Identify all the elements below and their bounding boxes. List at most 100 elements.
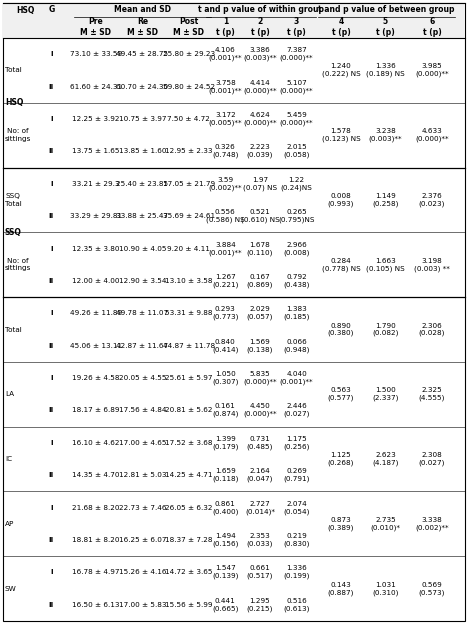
Text: 12.25 ± 3.92: 12.25 ± 3.92 <box>72 116 119 122</box>
Text: 1.678
(0.110): 1.678 (0.110) <box>247 241 273 255</box>
Text: I: I <box>50 245 53 251</box>
Text: LA: LA <box>5 391 14 397</box>
Text: 0.731
(0.485): 0.731 (0.485) <box>247 436 273 450</box>
Text: 1.399
(0.179): 1.399 (0.179) <box>212 436 238 450</box>
Text: 1.050
(0.307): 1.050 (0.307) <box>212 371 238 385</box>
Text: 4.040
(0.001)**: 4.040 (0.001)** <box>280 371 313 385</box>
Text: 0.521
(0.610) NS: 0.521 (0.610) NS <box>241 209 279 223</box>
Text: 2.727
(0.014)*: 2.727 (0.014)* <box>245 500 275 515</box>
Text: 7.387
(0.000)**: 7.387 (0.000)** <box>280 47 313 61</box>
Text: 3.198
(0.003) **: 3.198 (0.003) ** <box>414 258 450 271</box>
Text: 25.61 ± 5.97: 25.61 ± 5.97 <box>165 375 212 381</box>
Text: I: I <box>50 505 53 510</box>
Text: 0.167
(0.869): 0.167 (0.869) <box>247 274 273 288</box>
Text: 0.563
(0.577): 0.563 (0.577) <box>328 388 354 401</box>
Text: 0.219
(0.830): 0.219 (0.830) <box>283 533 310 547</box>
Text: 4.633
(0.000)**: 4.633 (0.000)** <box>415 128 449 142</box>
Text: II: II <box>49 472 54 478</box>
Text: 61.60 ± 24.31: 61.60 ± 24.31 <box>70 84 122 90</box>
Text: 25.80 ± 29.23: 25.80 ± 29.23 <box>163 51 215 57</box>
Text: 45.06 ± 13.11: 45.06 ± 13.11 <box>70 343 122 349</box>
Text: 1.125
(0.268): 1.125 (0.268) <box>328 452 354 466</box>
Text: 4.414
(0.000)**: 4.414 (0.000)** <box>243 80 277 94</box>
Text: t (p): t (p) <box>332 28 350 37</box>
Text: II: II <box>49 537 54 543</box>
Text: 2.074
(0.054): 2.074 (0.054) <box>283 500 310 515</box>
Text: 12.00 ± 4.00: 12.00 ± 4.00 <box>72 278 119 284</box>
Text: 4.624
(0.000)**: 4.624 (0.000)** <box>243 112 277 126</box>
Text: t (p): t (p) <box>251 28 270 37</box>
Text: 3.386
(0.003)**: 3.386 (0.003)** <box>243 47 277 61</box>
Text: 13.75 ± 1.65: 13.75 ± 1.65 <box>72 149 119 154</box>
Text: t (p): t (p) <box>422 28 441 37</box>
Text: 1.295
(0.215): 1.295 (0.215) <box>247 598 273 612</box>
Text: 0.861
(0.400): 0.861 (0.400) <box>212 500 238 515</box>
Text: t and p value of within group: t and p value of within group <box>198 6 324 14</box>
Text: 0.569
(0.573): 0.569 (0.573) <box>419 582 445 596</box>
Text: 0.441
(0.665): 0.441 (0.665) <box>212 598 238 612</box>
Text: 0.066
(0.948): 0.066 (0.948) <box>283 339 310 353</box>
Text: AP: AP <box>5 521 14 527</box>
Text: 2.353
(0.033): 2.353 (0.033) <box>247 533 273 547</box>
Text: 35.69 ± 24.61: 35.69 ± 24.61 <box>163 213 215 219</box>
Text: 0.556
(0.586) NS: 0.556 (0.586) NS <box>206 209 244 223</box>
Text: 0.265
(0.795)NS: 0.265 (0.795)NS <box>278 209 315 223</box>
Text: 26.05 ± 6.32: 26.05 ± 6.32 <box>165 505 212 510</box>
Text: 2.623
(4.187): 2.623 (4.187) <box>372 452 399 466</box>
Text: 3.758
(0.001)**: 3.758 (0.001)** <box>209 80 242 94</box>
Text: 25.40 ± 23.85: 25.40 ± 23.85 <box>116 181 169 187</box>
Text: 2.223
(0.039): 2.223 (0.039) <box>247 144 273 158</box>
Text: 0.792
(0.438): 0.792 (0.438) <box>283 274 310 288</box>
Text: 1.578
(0.123) NS: 1.578 (0.123) NS <box>321 128 361 142</box>
Text: 1.659
(0.118): 1.659 (0.118) <box>212 468 238 482</box>
Text: 4.450
(0.000)**: 4.450 (0.000)** <box>243 404 277 417</box>
Text: 1.175
(0.256): 1.175 (0.256) <box>283 436 310 450</box>
Text: 5.459
(0.000)**: 5.459 (0.000)** <box>280 112 313 126</box>
Text: 49.26 ± 11.89: 49.26 ± 11.89 <box>70 310 122 316</box>
Text: I: I <box>50 310 53 316</box>
Text: 73.10 ± 33.59: 73.10 ± 33.59 <box>70 51 122 57</box>
Text: 0.284
(0.778) NS: 0.284 (0.778) NS <box>321 258 361 271</box>
Text: 18.17 ± 6.89: 18.17 ± 6.89 <box>72 407 119 414</box>
Text: 10.75 ± 3.97: 10.75 ± 3.97 <box>118 116 166 122</box>
Text: 16.78 ± 4.97: 16.78 ± 4.97 <box>72 570 119 575</box>
Text: 44.87 ± 11.78: 44.87 ± 11.78 <box>163 343 215 349</box>
Text: 1.240
(0.222) NS: 1.240 (0.222) NS <box>321 64 361 77</box>
Text: G: G <box>48 6 55 14</box>
Text: 12.81 ± 5.03: 12.81 ± 5.03 <box>118 472 166 478</box>
Text: 0.269
(0.791): 0.269 (0.791) <box>283 468 310 482</box>
Text: 1.267
(0.221): 1.267 (0.221) <box>212 274 238 288</box>
Text: 2.015
(0.058): 2.015 (0.058) <box>283 144 310 158</box>
Text: 60.70 ± 24.30: 60.70 ± 24.30 <box>116 84 169 90</box>
Text: 1.336
(0.189) NS: 1.336 (0.189) NS <box>366 64 405 77</box>
Text: 1.031
(0.310): 1.031 (0.310) <box>372 582 399 596</box>
Text: 17.00 ± 4.65: 17.00 ± 4.65 <box>118 440 166 446</box>
Text: t and p value of between group: t and p value of between group <box>318 6 455 14</box>
Text: II: II <box>49 602 54 608</box>
Text: M ± SD: M ± SD <box>173 28 204 37</box>
Text: 2.164
(0.047): 2.164 (0.047) <box>247 468 273 482</box>
Text: 0.326
(0.748): 0.326 (0.748) <box>212 144 238 158</box>
Text: I: I <box>50 375 53 381</box>
Text: Post: Post <box>179 17 198 26</box>
Text: 1.149
(0.258): 1.149 (0.258) <box>372 193 399 207</box>
Text: 1: 1 <box>223 17 228 26</box>
Text: 16.10 ± 4.62: 16.10 ± 4.62 <box>72 440 119 446</box>
Text: 17.56 ± 4.84: 17.56 ± 4.84 <box>118 407 166 414</box>
Text: 2.306
(0.028): 2.306 (0.028) <box>419 323 445 336</box>
Text: 13.10 ± 3.58: 13.10 ± 3.58 <box>165 278 212 284</box>
Text: Mean and SD: Mean and SD <box>114 6 171 14</box>
Text: 3.884
(0.001)**: 3.884 (0.001)** <box>209 241 242 255</box>
Text: 0.143
(0.887): 0.143 (0.887) <box>328 582 354 596</box>
Text: I: I <box>50 116 53 122</box>
Text: 7.50 ± 4.72: 7.50 ± 4.72 <box>168 116 210 122</box>
Text: 20.05 ± 4.55: 20.05 ± 4.55 <box>118 375 166 381</box>
Text: 5.835
(0.000)**: 5.835 (0.000)** <box>243 371 277 385</box>
Text: 0.873
(0.389): 0.873 (0.389) <box>328 517 354 531</box>
Text: 5: 5 <box>383 17 388 26</box>
Text: 14.72 ± 3.65: 14.72 ± 3.65 <box>165 570 212 575</box>
Text: 1.383
(0.185): 1.383 (0.185) <box>283 306 310 320</box>
Text: 15.56 ± 5.99: 15.56 ± 5.99 <box>165 602 212 608</box>
Bar <box>3 3 464 38</box>
Text: 49.78 ± 11.07: 49.78 ± 11.07 <box>116 310 169 316</box>
